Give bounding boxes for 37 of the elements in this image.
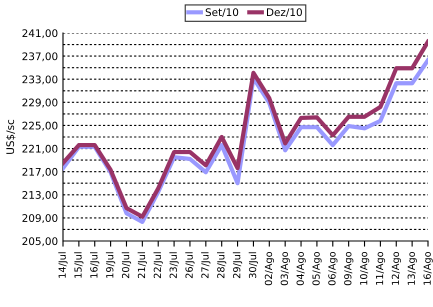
x-tick-label: 11/Ago [376, 252, 386, 285]
x-tick-label: 16/Jul [90, 252, 100, 278]
x-tick-label: 10/Ago [360, 252, 370, 285]
y-tick-label: 205,00 [22, 237, 58, 246]
x-tick-label: 29/Jul [232, 252, 242, 278]
x-tick-label: 02/Ago [264, 252, 274, 286]
legend-label: Dez/10 [267, 8, 302, 17]
x-tick-label: 23/Jul [169, 252, 179, 278]
y-tick-label: 237,00 [22, 52, 58, 62]
x-tick-label: 03/Ago [280, 252, 290, 286]
x-tick-label: 12/Ago [392, 252, 401, 285]
y-tick-label: 241,00 [22, 29, 58, 38]
x-tick-label: 20/Jul [122, 252, 132, 278]
x-tick-label: 28/Jul [216, 252, 226, 278]
y-tick-label: 217,00 [22, 168, 58, 177]
x-tick-label: 04/Ago [296, 252, 306, 286]
x-tick-label: 15/Jul [74, 252, 84, 278]
x-tick-label: 16/Ago [423, 252, 433, 285]
y-tick-label: 213,00 [22, 191, 58, 200]
x-tick-label: 22/Jul [154, 252, 163, 278]
x-tick-label: 13/Ago [408, 252, 417, 285]
y-tick-label: 229,00 [22, 98, 58, 108]
y-tick-label: 233,00 [22, 75, 58, 84]
x-tick-label: 30/Jul [248, 252, 258, 278]
x-tick-label: 14/Jul [58, 252, 68, 278]
y-axis-title: US$/sc [6, 120, 16, 154]
x-tick-label: 06/Ago [328, 252, 338, 286]
x-tick-label: 27/Jul [201, 252, 210, 278]
y-tick-label: 225,00 [22, 122, 58, 131]
x-tick-label: 26/Jul [185, 252, 195, 278]
x-tick-label: 09/Ago [344, 252, 354, 286]
y-tick-label: 221,00 [22, 144, 58, 154]
x-tick-label: 05/Ago [312, 252, 322, 286]
y-tick-label: 209,00 [22, 214, 58, 224]
x-tick-label: 19/Jul [106, 252, 116, 278]
x-tick-label: 21/Jul [138, 252, 147, 278]
legend-label: Set/10 [206, 8, 238, 17]
